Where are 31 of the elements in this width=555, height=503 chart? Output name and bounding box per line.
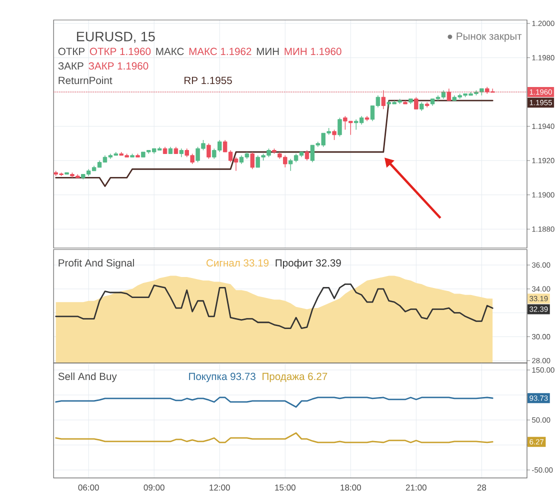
x-tick-label: 12:00 <box>210 484 230 491</box>
x-tick-label: 15:00 <box>275 484 296 491</box>
series-label: Покупка 93.73 <box>189 372 256 382</box>
text: EURUSD, 15 <box>77 32 155 43</box>
x-tick-label: 28 <box>477 484 486 491</box>
annotation: ОТКР 1.1960 <box>90 48 151 56</box>
series-label: Профит 32.39 <box>276 259 341 269</box>
text: RP 1.1955 <box>184 76 232 84</box>
annotation: ЗАКР <box>58 62 84 70</box>
candlestick <box>206 143 211 160</box>
text: Продажа 6.27 <box>262 372 328 382</box>
candlestick <box>414 96 418 110</box>
x-tick-label: 06:00 <box>78 484 99 491</box>
candlestick <box>250 152 254 170</box>
candlestick <box>338 117 342 137</box>
annotation: ReturnPoint <box>58 76 112 84</box>
candlestick <box>332 129 336 140</box>
annotation: МАКС 1.1962 <box>189 48 252 56</box>
annotation: ЗАКР 1.1960 <box>88 62 148 70</box>
x-tick-label: 18:00 <box>340 484 361 491</box>
text: Profit And Signal <box>58 259 134 269</box>
annotation: МИН 1.1960 <box>284 48 342 56</box>
x-tick-label: 09:00 <box>144 484 164 491</box>
candlestick <box>304 150 310 161</box>
annotation: МИН <box>256 48 279 55</box>
x-tick-label: 21:00 <box>406 484 426 491</box>
series-label: Сигнал 33.19 <box>206 259 269 267</box>
annotation: ОТКР <box>58 48 85 56</box>
annotation: МАКС <box>156 48 184 56</box>
text: Sell And Buy <box>58 372 117 382</box>
annotation: ● Рынок закрыт <box>448 32 522 42</box>
